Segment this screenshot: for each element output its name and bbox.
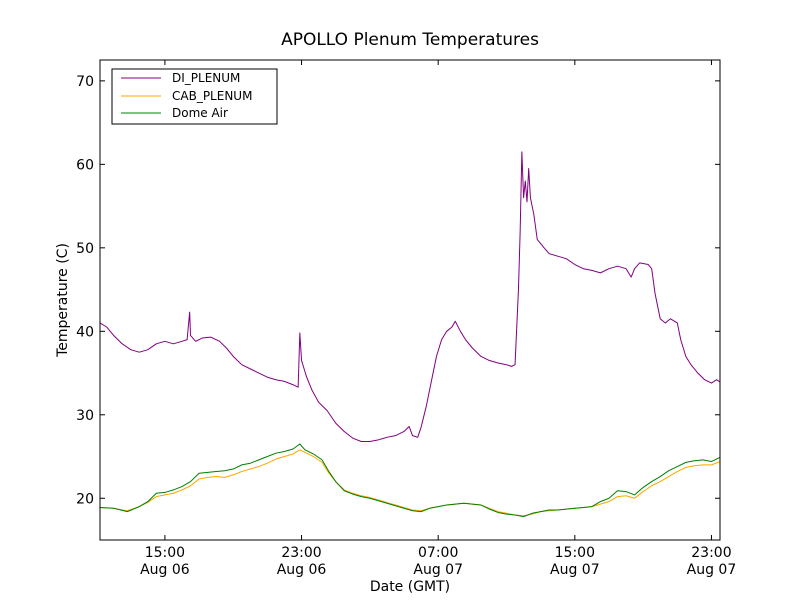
series-line-dome-air	[100, 443, 720, 518]
y-tick-label: 20	[76, 491, 94, 507]
y-tick-label: 40	[76, 324, 94, 340]
y-tick-label: 50	[76, 241, 94, 257]
x-tick-label-time: 15:00	[555, 545, 595, 561]
x-tick-label-date: Aug 07	[687, 562, 737, 578]
x-tick-label-date: Aug 06	[140, 562, 190, 578]
legend-label-dome-air: Dome Air	[172, 106, 228, 120]
series-layer	[100, 151, 720, 518]
legend: DI_PLENUM CAB_PLENUM Dome Air	[111, 68, 278, 125]
series-line-di-plenum	[100, 151, 720, 442]
x-tick-label-time: 23:00	[281, 545, 321, 561]
chart-title: APOLLO Plenum Temperatures	[281, 30, 539, 50]
plot-frame	[99, 59, 721, 541]
y-axis-label: Temperature (C)	[55, 243, 71, 358]
x-tick-label-date: Aug 07	[550, 562, 600, 578]
x-tick-label-date: Aug 06	[277, 562, 327, 578]
series-line-cab-plenum	[100, 449, 720, 517]
x-tick-label-time: 23:00	[691, 545, 731, 561]
y-tick-label: 60	[76, 157, 94, 173]
x-tick-label-date: Aug 07	[413, 562, 463, 578]
x-tick-label-time: 07:00	[418, 545, 458, 561]
x-tick-label-time: 15:00	[145, 545, 185, 561]
y-tick-label: 70	[76, 74, 94, 90]
legend-label-cab-plenum: CAB_PLENUM	[172, 89, 252, 103]
y-tick-label: 30	[76, 408, 94, 424]
x-axis-label: Date (GMT)	[370, 579, 450, 595]
legend-label-di-plenum: DI_PLENUM	[172, 71, 240, 85]
